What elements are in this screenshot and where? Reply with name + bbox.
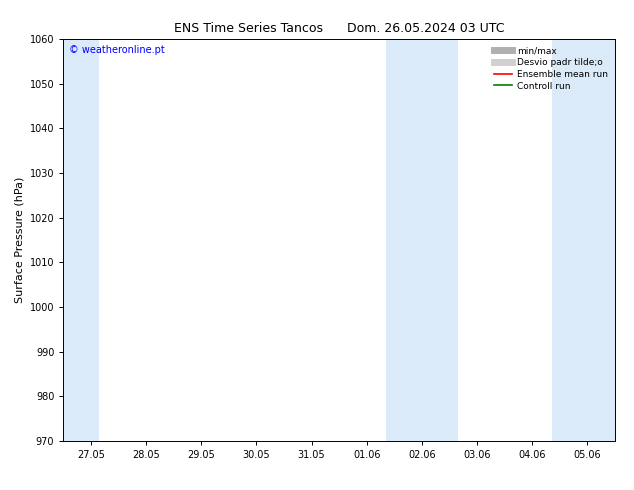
Bar (63, 39, 100, 441)
Y-axis label: Surface Pressure (hPa): Surface Pressure (hPa) (14, 177, 24, 303)
Legend: min/max, Desvio padr tilde;o, Ensemble mean run, Controll run: min/max, Desvio padr tilde;o, Ensemble m… (491, 44, 611, 93)
Bar (386, 39, 458, 441)
Text: © weatheronline.pt: © weatheronline.pt (69, 45, 165, 55)
Bar (552, 39, 615, 441)
Title: ENS Time Series Tancos      Dom. 26.05.2024 03 UTC: ENS Time Series Tancos Dom. 26.05.2024 0… (174, 22, 505, 35)
